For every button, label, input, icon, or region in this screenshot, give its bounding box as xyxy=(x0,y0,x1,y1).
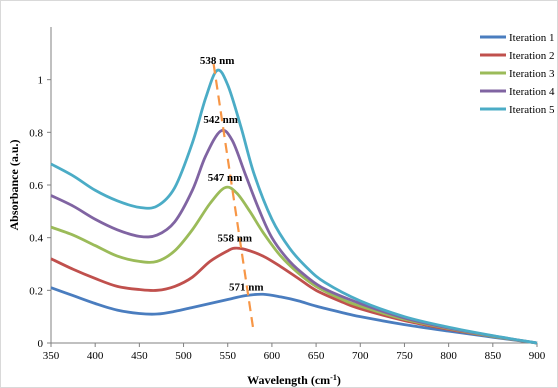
peak-annotation: 538 nm xyxy=(200,55,235,67)
peak-annotation: 547 nm xyxy=(208,172,243,184)
x-tick-label: 650 xyxy=(308,350,325,362)
x-tick-label: 900 xyxy=(529,350,546,362)
x-tick-label: 400 xyxy=(87,350,104,362)
x-tick-label: 450 xyxy=(131,350,148,362)
series-line-iteration-4 xyxy=(50,128,538,345)
legend-label: Iteration 3 xyxy=(509,68,555,80)
annotation-layer: 538 nm 542 nm 547 nm 558 nm 571 nm xyxy=(200,55,264,293)
x-tick-label: 500 xyxy=(175,350,192,362)
peak-shift-trend-line xyxy=(212,63,255,330)
legend-label: Iteration 4 xyxy=(509,86,555,98)
series-line-iteration-2 xyxy=(50,246,538,345)
series-line-iteration-3 xyxy=(50,185,538,345)
series-layer xyxy=(50,68,538,345)
y-tick-label: 0.2 xyxy=(29,285,43,297)
x-tick-label: 700 xyxy=(352,350,369,362)
x-tick-label: 750 xyxy=(396,350,413,362)
y-tick-label: 0.8 xyxy=(29,127,43,139)
series-line-iteration-1 xyxy=(50,286,538,345)
legend: Iteration 1 Iteration 2 Iteration 3 Iterati… xyxy=(480,32,555,116)
y-tick-label: 0 xyxy=(38,338,44,350)
y-tick-label: 0.4 xyxy=(29,233,43,245)
x-tick-label: 800 xyxy=(440,350,457,362)
x-tick-label: 350 xyxy=(43,350,60,362)
x-tick-label: 850 xyxy=(485,350,502,362)
y-tick-label: 0.6 xyxy=(29,180,43,192)
peak-annotation: 571 nm xyxy=(229,281,264,293)
x-tick-label: 600 xyxy=(264,350,281,362)
x-axis-title: Wavelength (cm-1) xyxy=(247,373,341,388)
legend-label: Iteration 2 xyxy=(509,50,555,62)
peak-annotation: 558 nm xyxy=(218,233,253,245)
x-tick-label: 550 xyxy=(219,350,236,362)
legend-label: Iteration 5 xyxy=(509,104,555,116)
trend-layer xyxy=(212,63,255,330)
axes: 0 0.2 0.4 0.6 0.8 1 350 400 450 500 550 600 650 700 75… xyxy=(29,27,546,362)
legend-label: Iteration 1 xyxy=(509,32,555,44)
peak-annotation: 542 nm xyxy=(203,114,238,126)
y-tick-label: 1 xyxy=(38,75,44,87)
y-axis-title: Absorbance (a.u.) xyxy=(7,139,21,230)
series-line-iteration-5 xyxy=(50,68,538,345)
